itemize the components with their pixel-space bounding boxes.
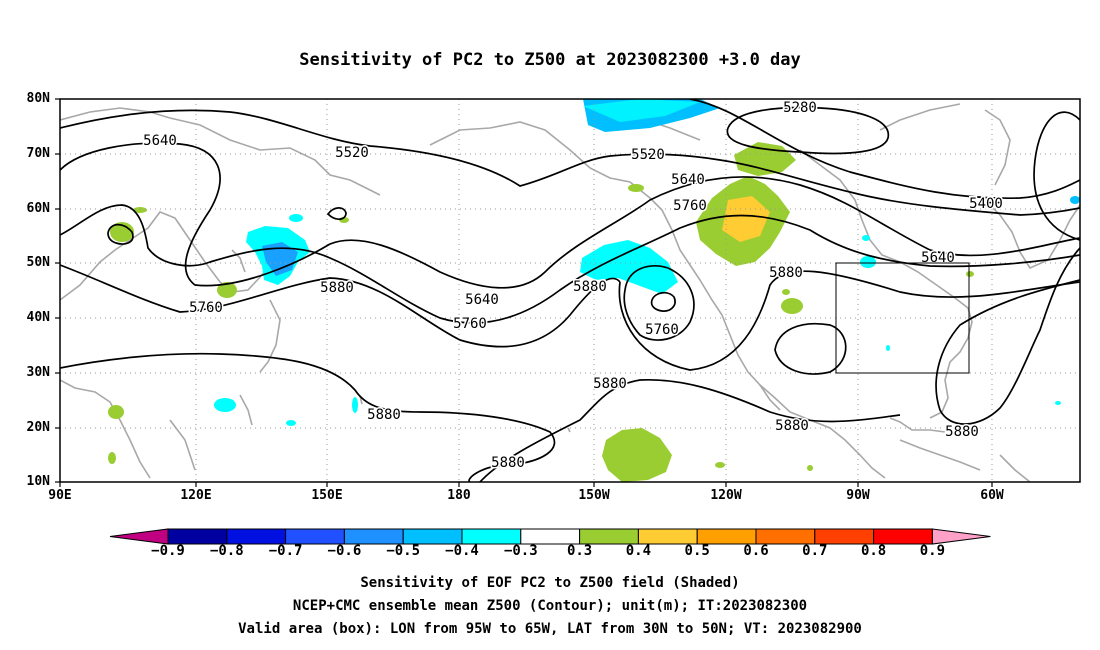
contour-5760-low [623,264,695,341]
colorbar-swatch [285,528,345,545]
colorbar-label: 0.4 [625,543,652,559]
contour-label: 5520 [631,147,665,163]
colorbar-label: 0.3 [566,543,593,559]
map-title: Sensitivity of PC2 to Z500 at 2023082300… [299,50,801,70]
colorbar-swatch [579,528,639,545]
z500-contours [60,99,1080,482]
axis-ticks [55,98,993,487]
lon-label: 120W [710,488,742,503]
contour-5880-sub [479,378,901,482]
lon-label: 180 [447,488,471,503]
colorbar-swatch [931,528,991,545]
contour-label: 5880 [945,424,979,440]
contour-label: 5760 [189,300,223,316]
contour-5520-west [60,109,1080,216]
colorbar-label: −0.3 [503,543,538,559]
lon-label: 90E [48,488,72,503]
colorbar-label: 0.9 [919,543,946,559]
contour-label: 5760 [645,322,679,338]
contour-label: 5640 [921,250,955,266]
contour-label: 5880 [320,280,354,296]
lat-label: 60N [26,201,50,216]
lat-label: 40N [26,310,50,325]
colorbar-swatch [461,528,522,545]
sensitivity-shading [108,99,1080,482]
colorbar-label: −0.5 [386,543,421,559]
colorbar-label: −0.4 [445,543,479,559]
colorbar-swatch [520,528,581,545]
colorbar-swatch [343,528,404,545]
contour-5400 [689,99,1080,200]
contour-label: 5880 [769,265,803,281]
colorbar-swatch [109,528,169,545]
contour-label: 5640 [143,133,177,149]
colorbar-swatch [696,528,757,545]
lon-label: 120E [180,488,212,503]
contour-5880-eastern [935,247,1080,425]
contour-5880-east [618,270,1080,371]
contour-5640-loop [326,207,347,220]
lat-label: 50N [26,255,50,270]
contour-5760-west [60,204,1080,324]
coastlines [60,103,1080,482]
colorbar [109,528,991,545]
contour-label: 5880 [573,279,607,295]
colorbar-label: 0.5 [684,543,710,559]
colorbar-swatch [873,528,933,545]
colorbar-label: 0.8 [860,543,887,559]
colorbar-label: −0.9 [151,543,185,559]
lat-label: 80N [26,91,50,106]
contour-label: 5520 [335,145,369,161]
lon-label: 150E [311,488,343,503]
lat-label: 30N [26,365,50,380]
lon-label: 90W [846,488,870,503]
contour-label: 5880 [775,418,809,434]
contour-label: 5640 [671,172,705,188]
colorbar-label: 0.7 [802,543,828,559]
colorbar-label: −0.7 [268,543,303,559]
colorbar-swatch [402,528,463,545]
valid-area-box [835,262,970,374]
colorbar-label: −0.6 [327,543,362,559]
contour-label: 5760 [453,316,487,332]
caption-contour: NCEP+CMC ensemble mean Z500 (Contour); u… [292,598,808,614]
map-frame [59,98,1081,483]
contour-label: 5880 [593,376,627,392]
lon-label: 150W [578,488,610,503]
caption-valid-area: Valid area (box): LON from 95W to 65W, L… [238,621,862,637]
contour-labels: 5280 5400 5520 5520 5640 5640 5640 5640 … [142,99,1005,473]
lat-label: 70N [26,146,50,161]
contour-label: 5760 [673,198,707,214]
lat-label: 20N [26,420,50,435]
colorbar-swatch [637,528,698,545]
contour-5880-west [60,264,621,348]
contour-5880-south [60,352,556,482]
colorbar-swatch [814,528,875,545]
colorbar-swatch [755,528,816,545]
contour-label: 5640 [465,292,499,308]
contour-label: 5400 [969,196,1003,212]
contour-label: 5880 [491,455,525,471]
colorbar-label: −0.8 [209,543,244,559]
contour-5640-west [60,142,1080,289]
contour-5880-far [1033,111,1080,241]
contour-5280 [726,106,889,155]
contour-5640-small [107,223,134,245]
contour-5760-low-inner [650,291,676,312]
contour-label: 5280 [783,100,817,116]
contour-5880-high [774,322,847,375]
lon-label: 60W [980,488,1004,503]
lat-label: 10N [26,474,50,489]
colorbar-swatch [226,528,287,545]
contour-label: 5880 [367,407,401,423]
caption-shaded: Sensitivity of EOF PC2 to Z500 field (Sh… [360,575,740,591]
colorbar-label: 0.6 [743,543,769,559]
colorbar-swatch [167,528,228,545]
